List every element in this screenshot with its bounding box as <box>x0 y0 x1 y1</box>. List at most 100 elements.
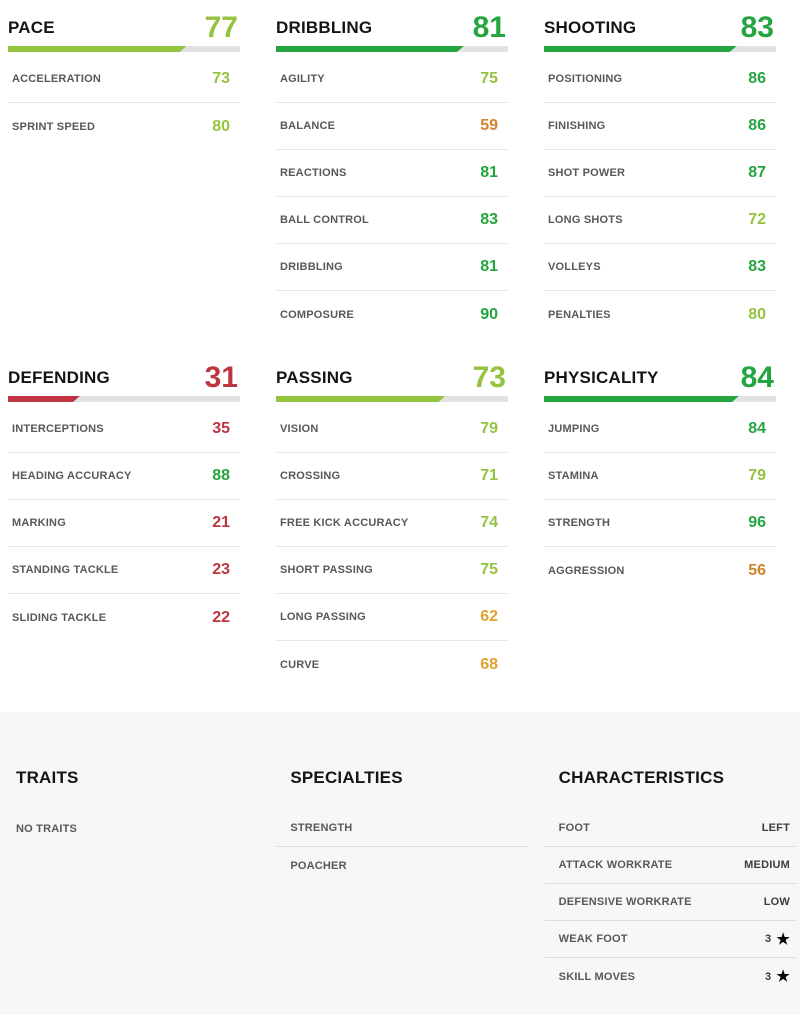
stat-section-passing: PASSING 73 VISION 79 CROSSING 71 FREE KI… <box>276 360 508 688</box>
stat-label: SHORT PASSING <box>280 564 373 576</box>
section-total: 83 <box>740 11 774 44</box>
stat-label: STANDING TACKLE <box>12 564 119 576</box>
section-progress-fill <box>544 396 739 402</box>
stat-row: INTERCEPTIONS 35 <box>8 406 240 453</box>
section-total: 84 <box>740 361 774 394</box>
stat-value: 81 <box>480 164 498 181</box>
section-progress-bar <box>544 46 776 52</box>
section-progress-fill <box>276 396 445 402</box>
stat-label: CROSSING <box>280 470 341 482</box>
stat-label: INTERCEPTIONS <box>12 423 104 435</box>
stat-label: STRENGTH <box>548 517 611 529</box>
stat-label: BALL CONTROL <box>280 214 369 226</box>
characteristic-row: DEFENSIVE WORKRATE LOW <box>544 884 796 921</box>
section-total: 31 <box>204 361 238 394</box>
star-icon: ★ <box>776 968 790 985</box>
stat-label: STAMINA <box>548 470 599 482</box>
no-traits-row: NO TRAITS <box>8 810 259 847</box>
section-progress-fill <box>8 46 187 52</box>
stat-label: BALANCE <box>280 120 336 132</box>
characteristics-title: CHARACTERISTICS <box>558 768 725 787</box>
stat-row: FINISHING 86 <box>544 103 776 150</box>
stat-row: VISION 79 <box>276 406 508 453</box>
stat-row: LONG SHOTS 72 <box>544 197 776 244</box>
section-header: DEFENDING 31 <box>8 360 240 396</box>
stat-list: VISION 79 CROSSING 71 FREE KICK ACCURACY… <box>276 402 508 688</box>
section-title: SHOOTING <box>544 18 637 37</box>
characteristic-value-text: LEFT <box>761 822 790 834</box>
characteristic-label: WEAK FOOT <box>558 933 628 945</box>
stat-label: ACCELERATION <box>12 73 101 85</box>
stat-section-dribbling: DRIBBLING 81 AGILITY 75 BALANCE 59 REACT… <box>276 10 508 338</box>
stat-value: 88 <box>212 467 230 484</box>
section-total: 77 <box>204 11 238 44</box>
stat-value: 83 <box>748 258 766 275</box>
specialty-label: POACHER <box>290 859 347 872</box>
characteristic-row: SKILL MOVES 3 ★ <box>545 958 796 995</box>
stat-value: 96 <box>748 514 766 531</box>
characteristic-row: WEAK FOOT 3 ★ <box>544 921 796 958</box>
stat-label: POSITIONING <box>548 73 623 85</box>
stat-label: LONG SHOTS <box>548 214 623 226</box>
characteristic-label: FOOT <box>558 822 591 834</box>
characteristic-value-text: LOW <box>763 896 790 908</box>
stat-value: 75 <box>480 561 498 578</box>
stat-value: 22 <box>212 608 230 626</box>
stat-value: 80 <box>212 117 230 135</box>
stat-value: 87 <box>748 164 766 181</box>
stat-label: LONG PASSING <box>280 611 366 623</box>
specialties-list: STRENGTH POACHER <box>276 810 528 884</box>
stat-value: 23 <box>212 561 230 578</box>
section-header: SHOOTING 83 <box>544 10 776 46</box>
stat-value: 74 <box>480 514 498 531</box>
stat-label: COMPOSURE <box>280 308 354 321</box>
stat-row: BALANCE 59 <box>276 103 508 150</box>
characteristic-value-text: MEDIUM <box>744 859 790 871</box>
characteristic-value-text: 3 <box>765 970 772 983</box>
stat-value: 75 <box>480 70 498 87</box>
characteristic-row: FOOT LEFT <box>544 810 796 847</box>
stat-label: VOLLEYS <box>548 261 601 273</box>
stat-label: HEADING ACCURACY <box>12 470 132 482</box>
specialties-title: SPECIALTIES <box>290 768 403 787</box>
stat-row: CURVE 68 <box>276 641 508 688</box>
stat-value: 86 <box>748 117 766 134</box>
stat-value: 83 <box>480 211 498 228</box>
stat-section-physicality: PHYSICALITY 84 JUMPING 84 STAMINA 79 STR… <box>544 360 776 688</box>
stat-value: 90 <box>480 305 498 323</box>
section-progress-fill <box>276 46 464 52</box>
specialty-item: POACHER <box>276 847 527 884</box>
section-progress-bar <box>276 46 508 52</box>
stat-label: SPRINT SPEED <box>12 120 96 133</box>
stat-value: 81 <box>480 258 498 275</box>
section-progress-fill <box>8 396 80 402</box>
stat-label: CURVE <box>280 658 320 671</box>
stat-label: SHOT POWER <box>548 167 626 179</box>
section-title: PACE <box>8 18 55 37</box>
stat-value: 35 <box>212 420 230 437</box>
characteristic-value: 3 ★ <box>765 932 790 947</box>
stat-row: COMPOSURE 90 <box>276 291 508 338</box>
stat-section-pace: PACE 77 ACCELERATION 73 SPRINT SPEED 80 <box>8 10 240 338</box>
stat-row: POSITIONING 86 <box>544 56 776 103</box>
characteristic-value: MEDIUM <box>744 859 790 871</box>
characteristic-label: SKILL MOVES <box>558 970 636 983</box>
traits-title: TRAITS <box>16 768 79 787</box>
stat-label: PENALTIES <box>548 308 611 321</box>
stat-row: SHOT POWER 87 <box>544 150 776 197</box>
section-progress-fill <box>544 46 737 52</box>
stat-value: 21 <box>212 514 230 531</box>
stat-value: 68 <box>480 655 498 673</box>
stat-label: JUMPING <box>548 423 600 435</box>
stat-row: STANDING TACKLE 23 <box>8 547 240 594</box>
stat-row: SPRINT SPEED 80 <box>8 103 240 150</box>
stat-row: AGGRESSION 56 <box>544 547 776 594</box>
stat-value: 79 <box>480 420 498 437</box>
stat-label: FINISHING <box>548 120 606 132</box>
stat-label: FREE KICK ACCURACY <box>280 517 409 529</box>
stat-label: MARKING <box>12 517 66 529</box>
section-title: DEFENDING <box>8 368 110 387</box>
characteristic-value: LEFT <box>762 822 790 834</box>
stat-row: LONG PASSING 62 <box>276 594 508 641</box>
section-progress-bar <box>8 46 240 52</box>
